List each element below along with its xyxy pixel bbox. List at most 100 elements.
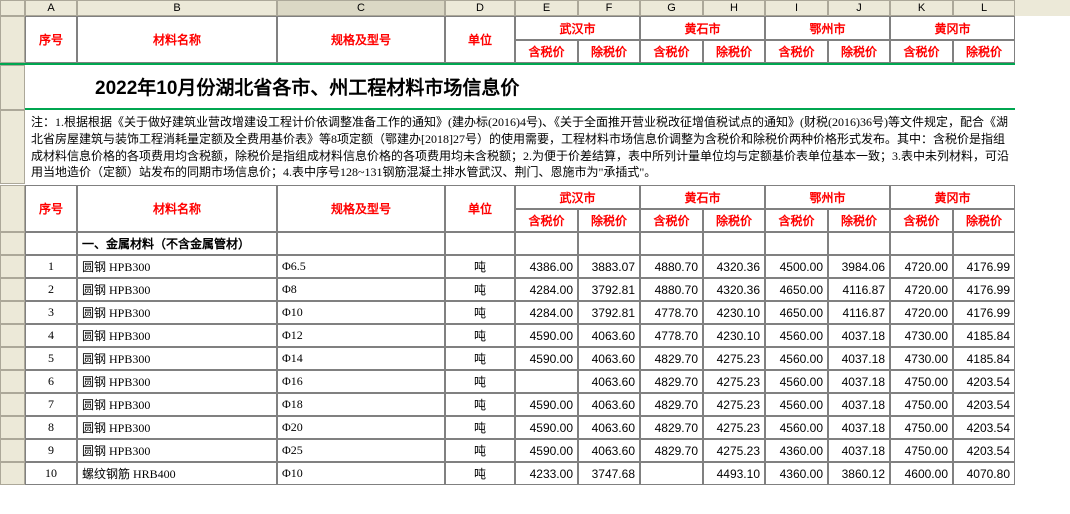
cell-value[interactable]: 4037.18 [828,416,890,439]
cell-value[interactable]: 4750.00 [890,416,953,439]
cell-value[interactable]: 4720.00 [890,255,953,278]
cell-value[interactable]: 3747.68 [578,462,640,485]
cell[interactable] [578,232,640,255]
cell-value[interactable]: 4730.00 [890,347,953,370]
column-letter[interactable]: E [515,0,578,16]
cell-unit[interactable]: 吨 [445,255,515,278]
cell[interactable] [953,232,1015,255]
cell-value[interactable]: 4829.70 [640,393,703,416]
cell-value[interactable]: 4037.18 [828,347,890,370]
header-city[interactable]: 武汉市 [515,16,640,40]
header-name[interactable]: 材料名称 [77,16,277,63]
cell-name[interactable]: 圆钢 HPB300 [77,347,277,370]
cell[interactable] [828,232,890,255]
cell-value[interactable]: 4275.23 [703,347,765,370]
cell-unit[interactable]: 吨 [445,370,515,393]
cell-value[interactable]: 4500.00 [765,255,828,278]
header-unit[interactable]: 单位 [445,185,515,232]
cell-seq[interactable]: 3 [25,301,77,324]
cell-value[interactable]: 4176.99 [953,278,1015,301]
cell-unit[interactable]: 吨 [445,301,515,324]
header-unit[interactable]: 单位 [445,16,515,63]
header-tax[interactable]: 含税价 [515,40,578,63]
cell-name[interactable]: 圆钢 HPB300 [77,301,277,324]
cell-value[interactable]: 4063.60 [578,416,640,439]
cell-name[interactable]: 圆钢 HPB300 [77,255,277,278]
cell-value[interactable]: 4778.70 [640,324,703,347]
header-notax[interactable]: 除税价 [953,40,1015,63]
cell-value[interactable]: 4880.70 [640,255,703,278]
cell-value[interactable]: 4116.87 [828,278,890,301]
cell-value[interactable]: 4284.00 [515,278,578,301]
cell-spec[interactable]: Φ6.5 [277,255,445,278]
document-note[interactable]: 注：1.根据根据《关于做好建筑业营改增建设工程计价依调整准备工作的通知》(建办标… [25,110,1015,185]
cell[interactable] [703,232,765,255]
document-title[interactable]: 2022年10月份湖北省各市、州工程材料市场信息价 [25,65,1015,110]
cell-value[interactable]: 4203.54 [953,439,1015,462]
cell-spec[interactable]: Φ20 [277,416,445,439]
cell-value[interactable]: 3792.81 [578,301,640,324]
header-seq[interactable]: 序号 [25,185,77,232]
cell-value[interactable]: 4750.00 [890,393,953,416]
header-city[interactable]: 黄冈市 [890,16,1015,40]
header-tax[interactable]: 含税价 [765,209,828,232]
cell-seq[interactable]: 5 [25,347,77,370]
cell-spec[interactable]: Φ18 [277,393,445,416]
cell-value[interactable]: 4063.60 [578,439,640,462]
cell-value[interactable]: 4778.70 [640,301,703,324]
cell-value[interactable]: 3860.12 [828,462,890,485]
cell-value[interactable]: 4590.00 [515,393,578,416]
cell-unit[interactable]: 吨 [445,278,515,301]
cell[interactable] [640,232,703,255]
cell-seq[interactable]: 10 [25,462,77,485]
cell-value[interactable]: 4829.70 [640,370,703,393]
cell-value[interactable]: 4037.18 [828,439,890,462]
cell-name[interactable]: 圆钢 HPB300 [77,393,277,416]
cell-value[interactable]: 4063.60 [578,393,640,416]
cell-unit[interactable]: 吨 [445,462,515,485]
cell[interactable] [765,232,828,255]
header-city[interactable]: 鄂州市 [765,185,890,209]
cell-value[interactable]: 4037.18 [828,370,890,393]
cell-value[interactable]: 4750.00 [890,370,953,393]
header-tax[interactable]: 含税价 [640,209,703,232]
header-tax[interactable]: 含税价 [515,209,578,232]
header-seq[interactable]: 序号 [25,16,77,63]
cell-seq[interactable]: 1 [25,255,77,278]
cell-value[interactable]: 4176.99 [953,255,1015,278]
cell-name[interactable]: 圆钢 HPB300 [77,324,277,347]
cell-value[interactable]: 3792.81 [578,278,640,301]
cell-value[interactable]: 4720.00 [890,301,953,324]
cell-seq[interactable]: 9 [25,439,77,462]
cell-name[interactable]: 圆钢 HPB300 [77,416,277,439]
cell-value[interactable]: 4185.84 [953,324,1015,347]
cell-value[interactable]: 4320.36 [703,255,765,278]
cell-value[interactable]: 4203.54 [953,416,1015,439]
cell-value[interactable]: 4037.18 [828,393,890,416]
header-notax[interactable]: 除税价 [578,209,640,232]
cell-value[interactable]: 4560.00 [765,347,828,370]
cell-value[interactable]: 4880.70 [640,278,703,301]
column-letter[interactable]: A [25,0,77,16]
cell-unit[interactable]: 吨 [445,416,515,439]
cell-value[interactable]: 4275.23 [703,416,765,439]
cell-value[interactable]: 4560.00 [765,370,828,393]
cell-value[interactable]: 4590.00 [515,416,578,439]
cell-value[interactable]: 4493.10 [703,462,765,485]
column-letter[interactable]: J [828,0,890,16]
header-tax[interactable]: 含税价 [890,40,953,63]
column-letter[interactable]: G [640,0,703,16]
header-tax[interactable]: 含税价 [765,40,828,63]
cell-value[interactable]: 4203.54 [953,393,1015,416]
cell-value[interactable]: 4360.00 [765,439,828,462]
cell-value[interactable]: 4275.23 [703,439,765,462]
cell[interactable] [890,232,953,255]
cell-value[interactable]: 4600.00 [890,462,953,485]
cell-unit[interactable]: 吨 [445,439,515,462]
header-notax[interactable]: 除税价 [828,209,890,232]
cell-value[interactable]: 4829.70 [640,439,703,462]
cell-value[interactable]: 4560.00 [765,393,828,416]
cell-value[interactable]: 4730.00 [890,324,953,347]
column-letter[interactable]: C [277,0,445,16]
cell-name[interactable]: 圆钢 HPB300 [77,278,277,301]
